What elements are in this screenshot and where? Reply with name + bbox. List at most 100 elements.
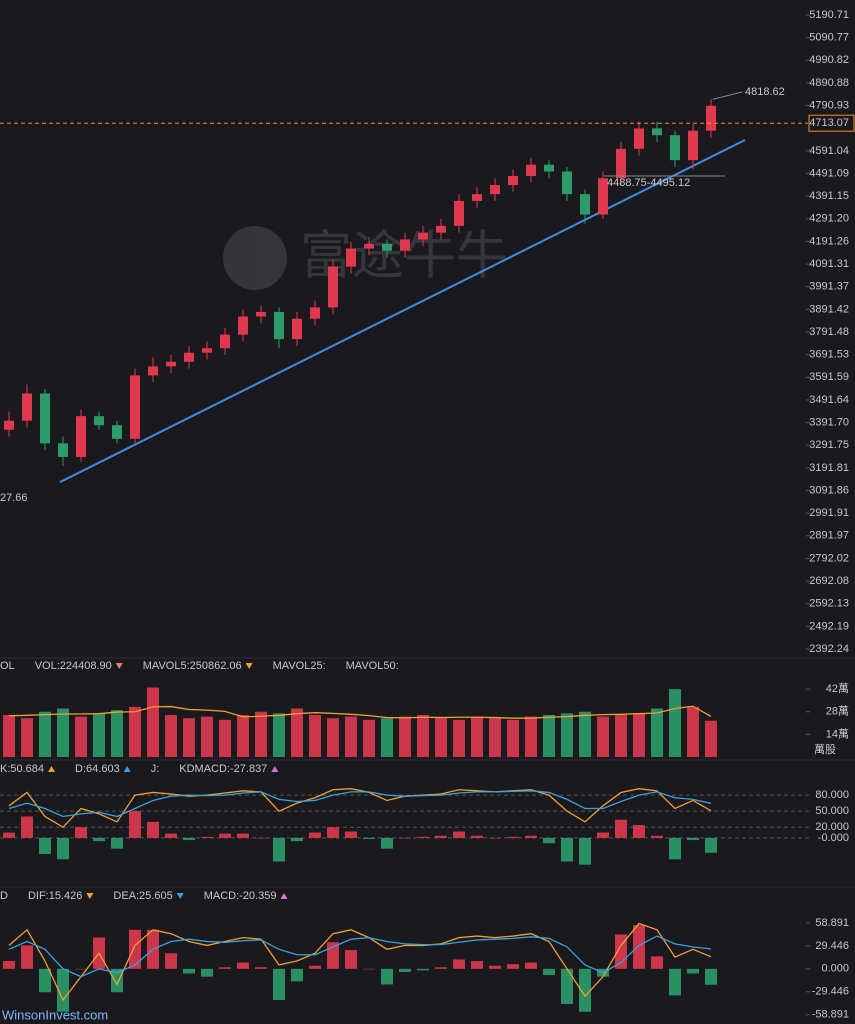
y-tick-label: 2792.02 xyxy=(809,552,849,564)
y-tick-label: 42萬 xyxy=(826,682,849,695)
y-tick-label: 3991.37 xyxy=(809,281,849,293)
trend-arrow xyxy=(245,663,253,669)
bar xyxy=(237,833,249,838)
bar xyxy=(129,929,141,969)
bar xyxy=(579,711,591,757)
bar xyxy=(273,968,285,1001)
trend-arrow xyxy=(115,663,123,669)
trend-arrow xyxy=(280,893,288,899)
legend-entry: J: xyxy=(151,763,160,775)
bar xyxy=(273,837,285,862)
y-tick-label: 4990.82 xyxy=(809,54,849,66)
legend-entry: D:64.603 xyxy=(75,763,120,775)
candle-body xyxy=(292,318,302,340)
candle-body xyxy=(112,425,122,439)
y-tick-label: 3091.86 xyxy=(809,484,849,496)
bar xyxy=(39,837,51,854)
bar xyxy=(489,718,501,757)
bar xyxy=(165,953,177,969)
candle-body xyxy=(310,307,320,319)
y-tick-label: 3591.59 xyxy=(809,371,849,383)
bar xyxy=(399,968,411,972)
bar xyxy=(507,719,519,757)
bar xyxy=(309,965,321,969)
legend-entry: KDMACD:-27.837 xyxy=(179,763,267,775)
trend-arrow xyxy=(123,766,131,772)
bar xyxy=(453,719,465,757)
legend-entry: MAVOL5:250862.06 xyxy=(143,660,242,672)
bar xyxy=(57,708,69,757)
bar xyxy=(3,961,15,969)
bar xyxy=(21,816,33,838)
bar xyxy=(687,837,699,841)
candle-body xyxy=(382,243,392,251)
bar xyxy=(129,811,141,838)
candle-body xyxy=(238,316,248,335)
bar xyxy=(75,968,87,970)
bar xyxy=(3,714,15,757)
bar xyxy=(21,718,33,757)
bar xyxy=(363,719,375,757)
bar xyxy=(291,708,303,757)
unit-label: 萬股 xyxy=(814,743,836,756)
indicator-line xyxy=(8,935,712,978)
bar xyxy=(291,837,303,842)
candle-body xyxy=(184,352,194,362)
bar xyxy=(525,962,537,969)
candle-body xyxy=(436,225,446,233)
bar xyxy=(561,837,573,862)
bar xyxy=(381,968,393,985)
y-tick-label: 4790.93 xyxy=(809,99,849,111)
candle-body xyxy=(364,243,374,249)
bar xyxy=(93,837,105,842)
y-tick-label: -29.446 xyxy=(812,986,849,998)
y-tick-label: -58.891 xyxy=(812,1009,849,1021)
bar xyxy=(471,835,483,838)
bar xyxy=(471,716,483,757)
candle-body xyxy=(58,443,68,457)
candle-body xyxy=(22,393,32,421)
bar xyxy=(543,968,555,976)
candle-body xyxy=(220,334,230,349)
bar xyxy=(687,706,699,757)
bar xyxy=(705,837,717,853)
bar xyxy=(57,837,69,860)
y-tick-label: 80.000 xyxy=(815,789,849,801)
bar xyxy=(525,835,537,838)
indicator-line xyxy=(8,788,712,829)
bar xyxy=(633,925,645,969)
indicator-line xyxy=(8,922,712,1002)
bar xyxy=(291,968,303,982)
bar xyxy=(687,968,699,974)
bar xyxy=(237,714,249,757)
y-tick-label: 4591.04 xyxy=(809,145,849,157)
candle-body xyxy=(562,171,572,195)
bar xyxy=(345,950,357,969)
bar xyxy=(75,827,87,838)
y-tick-label: 5090.77 xyxy=(809,32,849,44)
bar xyxy=(615,819,627,838)
legend-entry: K:50.684 xyxy=(0,763,44,775)
bar xyxy=(597,716,609,757)
bar xyxy=(435,835,447,838)
bar xyxy=(111,710,123,757)
y-tick-label: 4291.20 xyxy=(809,213,849,225)
candle-body xyxy=(670,135,680,161)
annotation: 4488.75-4495.12 xyxy=(607,177,690,189)
indicator-line xyxy=(8,705,712,719)
candle-body xyxy=(76,416,86,457)
bar xyxy=(543,714,555,757)
candle-body xyxy=(526,164,536,177)
candle-body xyxy=(202,348,212,353)
candle-body xyxy=(544,164,554,172)
bar xyxy=(75,716,87,757)
bar xyxy=(381,718,393,757)
bar xyxy=(39,968,51,993)
candle-body xyxy=(94,416,104,426)
bar xyxy=(21,945,33,969)
y-tick-label: 3791.48 xyxy=(809,326,849,338)
y-tick-label: 2692.08 xyxy=(809,575,849,587)
bar xyxy=(345,716,357,757)
candle-body xyxy=(4,420,14,430)
